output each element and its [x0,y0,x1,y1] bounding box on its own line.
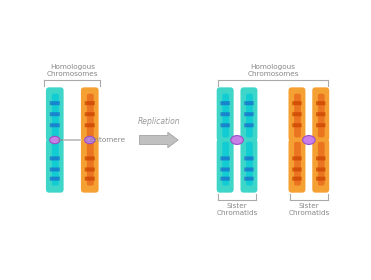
FancyBboxPatch shape [220,167,230,171]
FancyBboxPatch shape [85,157,95,160]
FancyBboxPatch shape [294,142,301,186]
FancyBboxPatch shape [244,167,254,171]
FancyBboxPatch shape [50,112,60,116]
FancyBboxPatch shape [246,94,253,137]
FancyBboxPatch shape [292,123,302,127]
FancyBboxPatch shape [289,87,305,141]
Text: Centomere: Centomere [58,137,126,143]
FancyBboxPatch shape [50,101,60,105]
FancyBboxPatch shape [316,101,325,105]
FancyBboxPatch shape [312,139,329,193]
FancyBboxPatch shape [222,142,229,186]
FancyBboxPatch shape [85,101,95,105]
FancyBboxPatch shape [50,177,60,181]
FancyBboxPatch shape [46,139,63,193]
FancyBboxPatch shape [222,94,229,137]
FancyBboxPatch shape [316,177,325,181]
FancyBboxPatch shape [81,139,99,193]
FancyBboxPatch shape [87,94,94,137]
FancyBboxPatch shape [220,101,230,105]
FancyBboxPatch shape [87,142,94,186]
FancyBboxPatch shape [85,123,95,127]
FancyBboxPatch shape [50,167,60,171]
FancyBboxPatch shape [220,157,230,160]
Text: Sister
Chromatids: Sister Chromatids [288,203,329,216]
FancyBboxPatch shape [52,142,59,186]
FancyBboxPatch shape [220,177,230,181]
FancyBboxPatch shape [316,123,325,127]
FancyBboxPatch shape [85,167,95,171]
Text: Homologous
Chromosomes: Homologous Chromosomes [247,64,299,77]
FancyBboxPatch shape [292,101,302,105]
FancyBboxPatch shape [220,123,230,127]
FancyBboxPatch shape [220,112,230,116]
FancyBboxPatch shape [244,112,254,116]
FancyBboxPatch shape [217,87,234,141]
FancyBboxPatch shape [312,87,329,141]
FancyBboxPatch shape [244,177,254,181]
Ellipse shape [231,136,243,144]
FancyBboxPatch shape [316,112,325,116]
Ellipse shape [85,136,95,144]
FancyBboxPatch shape [52,94,59,137]
FancyBboxPatch shape [244,157,254,160]
FancyArrow shape [139,132,178,148]
FancyBboxPatch shape [316,157,325,160]
FancyBboxPatch shape [318,142,325,186]
FancyBboxPatch shape [81,87,99,141]
FancyBboxPatch shape [292,112,302,116]
FancyBboxPatch shape [240,87,257,141]
FancyBboxPatch shape [292,177,302,181]
FancyBboxPatch shape [46,87,63,141]
FancyBboxPatch shape [294,94,301,137]
FancyBboxPatch shape [318,94,325,137]
FancyBboxPatch shape [217,139,234,193]
FancyBboxPatch shape [240,139,257,193]
Text: Replication: Replication [138,117,180,126]
FancyBboxPatch shape [50,123,60,127]
FancyBboxPatch shape [244,101,254,105]
Ellipse shape [50,136,60,144]
FancyBboxPatch shape [85,177,95,181]
Ellipse shape [303,136,315,144]
Text: Homologous
Chromosomes: Homologous Chromosomes [46,64,98,77]
FancyBboxPatch shape [292,157,302,160]
FancyBboxPatch shape [244,123,254,127]
FancyBboxPatch shape [289,139,305,193]
FancyBboxPatch shape [246,142,253,186]
Text: Sister
Chromatids: Sister Chromatids [216,203,258,216]
FancyBboxPatch shape [50,157,60,160]
FancyBboxPatch shape [292,167,302,171]
FancyBboxPatch shape [316,167,325,171]
FancyBboxPatch shape [85,112,95,116]
